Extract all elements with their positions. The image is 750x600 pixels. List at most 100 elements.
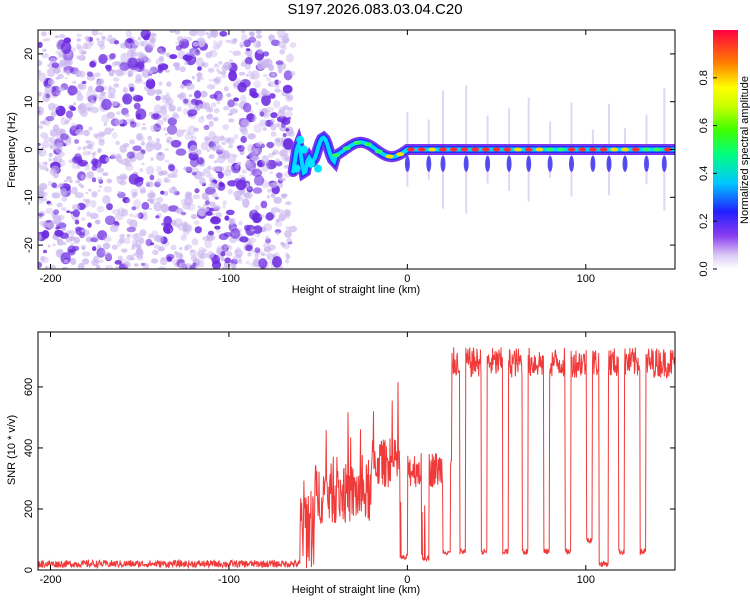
spectrogram-noise-blob <box>241 119 250 128</box>
spectrogram-noise-blob <box>245 74 249 77</box>
spectrogram-noise-blob <box>216 228 221 234</box>
spectrogram-noise-blob <box>48 202 53 206</box>
spectrogram-y-tick-label: 0 <box>23 146 35 152</box>
spectrogram-noise-blob <box>228 218 236 225</box>
spectrogram-noise-blob <box>281 153 291 162</box>
spectrogram-noise-blob <box>285 226 291 230</box>
spectrogram-noise-blob <box>232 154 239 158</box>
spectrogram-noise-blob <box>198 41 205 47</box>
spectrogram-noise-blob <box>193 127 199 132</box>
spectrogram-noise-blob <box>47 180 53 186</box>
spectrogram-noise-blob <box>154 111 158 115</box>
spectrogram-noise-blob <box>108 40 113 45</box>
spectrogram-noise-blob <box>240 94 247 103</box>
signal-hotspot <box>524 147 533 152</box>
spectrogram-noise-blob <box>208 78 213 82</box>
spectrogram-noise-blob <box>174 218 183 227</box>
spectrogram-noise-blob <box>108 85 112 90</box>
spectrogram-noise-blob <box>140 262 145 266</box>
spectrogram-noise-blob <box>170 244 177 251</box>
spectrogram-noise-blob <box>55 105 66 117</box>
signal-hotspot <box>556 147 565 152</box>
spectrogram-noise-blob <box>43 249 47 254</box>
spectrogram-noise-blob <box>197 205 201 208</box>
spectrogram-noise-blob <box>233 190 242 198</box>
spectrogram-noise-blob <box>245 244 253 252</box>
spectrogram-noise-blob <box>233 38 238 43</box>
spectrogram-noise-blob <box>158 56 164 62</box>
spectrogram-noise-blob <box>276 139 280 144</box>
signal-hotspot <box>631 147 640 152</box>
spectrogram-noise-blob <box>204 239 213 249</box>
spectrogram-noise-blob <box>263 223 273 232</box>
spectrogram-noise-blob <box>192 262 197 267</box>
spectrogram-noise-blob <box>252 187 263 194</box>
spectrogram-noise-blob <box>95 219 101 225</box>
spectrogram-noise-blob <box>253 116 257 120</box>
spectrogram-noise-blob <box>95 85 105 93</box>
spectrogram-noise-blob <box>256 48 263 54</box>
spectrogram-noise-blob <box>115 266 119 269</box>
spectrogram-noise-blob <box>119 233 126 239</box>
spectrogram-noise-blob <box>150 32 156 37</box>
spectrogram-noise-blob <box>157 63 169 71</box>
spectrogram-noise-blob <box>44 266 49 269</box>
spectrogram-noise-blob <box>97 40 105 47</box>
spectrogram-noise-blob <box>230 228 241 240</box>
spectrogram-noise-blob <box>222 265 228 269</box>
spectrogram-noise-blob <box>48 152 53 157</box>
spectrogram-noise-blob <box>72 47 76 52</box>
spectrogram-noise-blob <box>221 74 228 79</box>
spectrogram-noise-blob <box>283 138 294 150</box>
signal-onset-blob <box>296 135 305 144</box>
spectrogram-noise-blob <box>284 110 293 118</box>
spectrogram-noise-blob <box>222 124 230 130</box>
spectrogram-noise-blob <box>189 30 198 37</box>
spectrogram-noise-blob <box>244 191 253 200</box>
spectrogram-noise-blob <box>118 119 124 125</box>
spectrogram-noise-blob <box>145 33 151 38</box>
spectrogram-noise-blob <box>145 165 155 175</box>
colorbar: 0.0 0.2 0.4 0.6 0.8 Normalized spectral ampl… <box>698 30 750 277</box>
spectrogram-noise-blob <box>64 59 73 66</box>
spectrogram-noise-blob <box>105 157 110 163</box>
spectrogram-noise-blob <box>74 226 82 232</box>
spectrogram-noise-blob <box>205 32 209 35</box>
spectrogram-noise-blob <box>152 249 159 255</box>
spectrogram-noise-blob <box>59 34 66 39</box>
spectrogram-noise-blob <box>125 198 131 204</box>
spectrogram-noise-blob <box>127 70 134 78</box>
signal-hotspot <box>492 147 501 152</box>
spectrogram-noise-blob <box>44 266 50 269</box>
spectrogram-noise-blob <box>118 255 123 261</box>
spectrogram-noise-blob <box>129 121 137 128</box>
spectrogram-noise-blob <box>267 244 276 251</box>
spectrogram-noise-blob <box>82 43 89 50</box>
spectrogram-noise-blob <box>111 244 118 250</box>
spectrogram-noise-blob <box>278 106 286 114</box>
spectrogram-noise-blob <box>122 87 128 93</box>
spectrogram-noise-blob <box>261 94 271 106</box>
spectrogram-noise-blob <box>188 102 196 111</box>
spectrogram-noise-blob <box>228 50 233 53</box>
spectrogram-noise-blob <box>155 58 164 65</box>
spectrogram-noise-blob <box>261 90 271 96</box>
spectrogram-noise-blob <box>160 107 168 115</box>
spectrogram-noise-blob <box>129 86 135 92</box>
spectrogram-noise-blob <box>164 159 170 163</box>
snr-x-label: Height of straight line (km) <box>292 584 420 596</box>
spectrogram-x-tick-label: -200 <box>39 273 61 285</box>
spectrogram-noise-blob <box>248 237 257 244</box>
spectrogram-noise-blob <box>90 147 94 151</box>
spectrogram-noise-blob <box>269 182 277 189</box>
spectrogram-noise-blob <box>269 93 276 99</box>
spectrogram-noise-blob <box>277 160 281 163</box>
spectrogram-noise-blob <box>260 214 265 218</box>
spectrogram-noise-blob <box>197 260 205 268</box>
spectrogram-noise-blob <box>55 50 62 55</box>
spectrogram-noise-blob <box>102 250 107 254</box>
spectrogram-noise-blob <box>160 190 165 195</box>
spectrogram-noise-blob <box>163 176 169 183</box>
spectrogram-noise-blob <box>259 111 265 117</box>
spectrogram-noise-blob <box>228 70 238 82</box>
